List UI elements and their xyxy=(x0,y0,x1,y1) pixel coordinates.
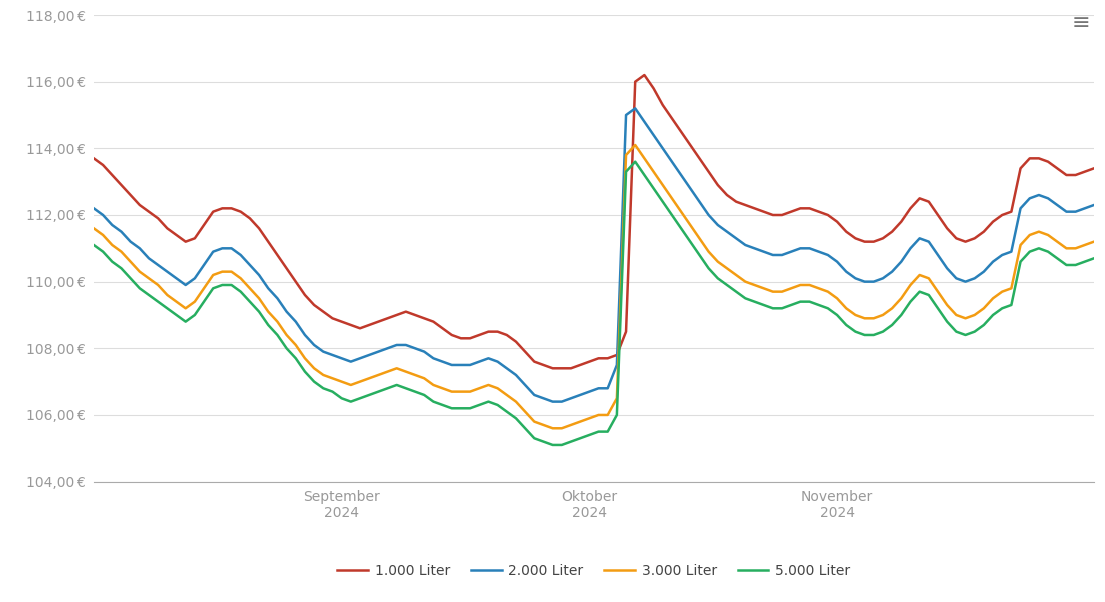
5.000 Liter xyxy=(629,158,642,166)
3.000 Liter xyxy=(1087,238,1101,245)
5.000 Liter xyxy=(87,241,101,249)
1.000 Liter xyxy=(582,358,596,365)
1.000 Liter xyxy=(1078,168,1092,175)
2.000 Liter xyxy=(1041,194,1054,202)
2.000 Liter xyxy=(629,105,642,112)
3.000 Liter xyxy=(812,285,825,292)
Text: ≡: ≡ xyxy=(1072,13,1091,33)
Legend: 1.000 Liter, 2.000 Liter, 3.000 Liter, 5.000 Liter: 1.000 Liter, 2.000 Liter, 3.000 Liter, 5… xyxy=(332,559,856,583)
Line: 1.000 Liter: 1.000 Liter xyxy=(94,75,1094,368)
5.000 Liter xyxy=(1078,258,1092,265)
1.000 Liter xyxy=(381,315,394,322)
1.000 Liter xyxy=(1087,165,1101,172)
3.000 Liter xyxy=(546,424,559,432)
3.000 Liter xyxy=(87,225,101,232)
2.000 Liter xyxy=(555,398,568,405)
Line: 2.000 Liter: 2.000 Liter xyxy=(94,108,1094,402)
3.000 Liter xyxy=(555,424,568,432)
1.000 Liter xyxy=(812,208,825,216)
3.000 Liter xyxy=(1078,241,1092,249)
Line: 5.000 Liter: 5.000 Liter xyxy=(94,162,1094,445)
1.000 Liter xyxy=(555,365,568,372)
5.000 Liter xyxy=(812,302,825,309)
3.000 Liter xyxy=(381,368,394,375)
1.000 Liter xyxy=(638,72,651,79)
3.000 Liter xyxy=(582,415,596,422)
5.000 Liter xyxy=(555,441,568,448)
5.000 Liter xyxy=(546,441,559,448)
5.000 Liter xyxy=(582,431,596,438)
2.000 Liter xyxy=(87,205,101,212)
5.000 Liter xyxy=(381,385,394,392)
2.000 Liter xyxy=(1087,202,1101,209)
2.000 Liter xyxy=(1078,205,1092,212)
5.000 Liter xyxy=(1087,255,1101,262)
5.000 Liter xyxy=(1041,248,1054,255)
2.000 Liter xyxy=(812,248,825,255)
2.000 Liter xyxy=(381,345,394,352)
Line: 3.000 Liter: 3.000 Liter xyxy=(94,145,1094,428)
1.000 Liter xyxy=(1041,158,1054,166)
2.000 Liter xyxy=(582,388,596,396)
3.000 Liter xyxy=(1041,231,1054,238)
1.000 Liter xyxy=(546,365,559,372)
2.000 Liter xyxy=(546,398,559,405)
3.000 Liter xyxy=(629,141,642,149)
1.000 Liter xyxy=(87,155,101,162)
